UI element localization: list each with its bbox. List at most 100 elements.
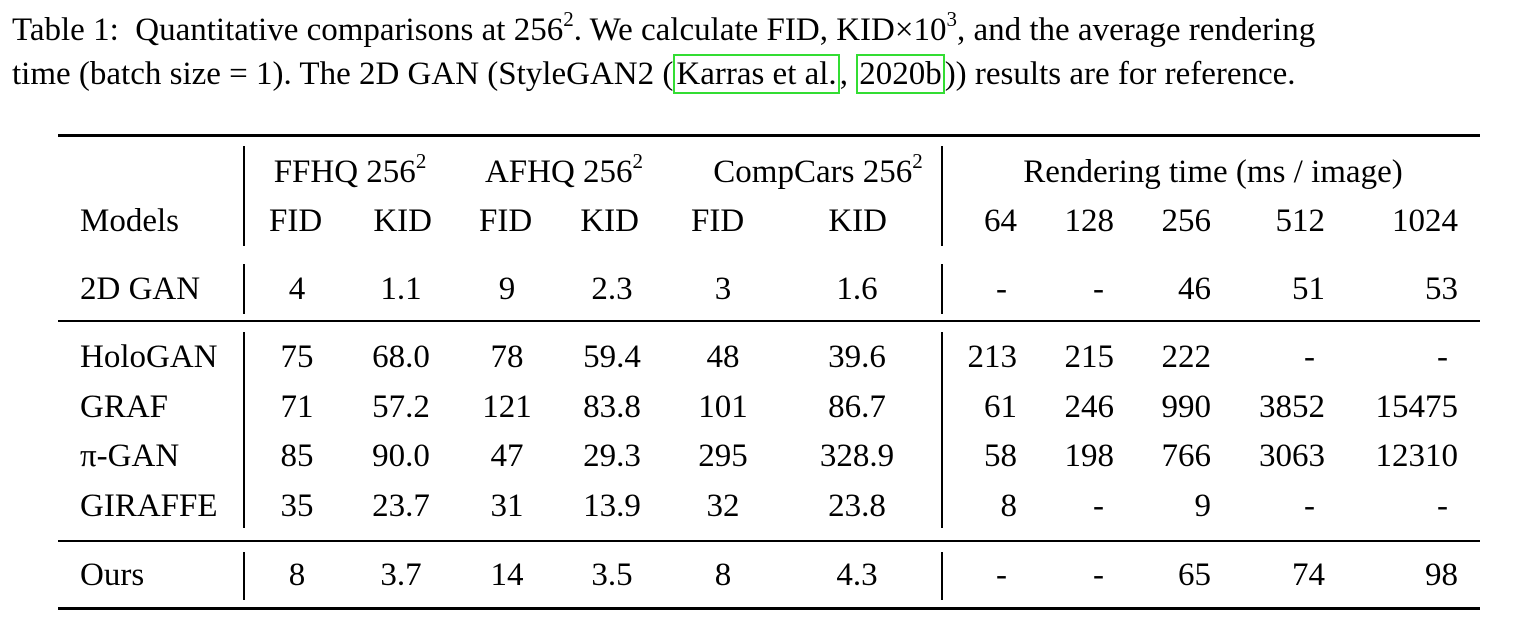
cell-afhq-kid: 3.5 [591,557,633,593]
cell-cc-kid: 4.3 [836,557,878,593]
column-separator [243,146,245,246]
cell-afhq-fid: 78 [490,339,524,375]
caption-label: Table 1: [12,12,119,48]
header-superscript: 2 [912,149,923,173]
results-table: FFHQ 2562 AFHQ 2562 CompCars 2562 Rendering… [58,134,1480,610]
cell-cc-fid: 295 [698,438,748,474]
cell-ffhq-kid: 57.2 [372,389,430,425]
cell-afhq-kid: 59.4 [583,339,641,375]
cell-cc-kid: 328.9 [819,438,895,474]
cell-afhq-kid: 2.3 [591,271,633,307]
cell-t256: 990 [1161,389,1212,425]
header-ffhq: FFHQ 2562 [273,149,427,191]
column-separator [243,552,245,600]
cell-t256: 9 [1194,488,1212,524]
header-superscript: 2 [415,149,427,173]
cell-t128: 215 [1064,339,1115,375]
cell-cc-fid: 101 [698,389,748,425]
row-model-name: 2D GAN [80,271,201,307]
caption-line-1: Table 1: Quantitative comparisons at 256… [12,8,1522,52]
cell-t512: - [1304,488,1315,524]
header-res-512: 512 [1275,203,1326,239]
cell-cc-kid: 39.6 [828,339,886,375]
caption-text-3: , and the average rendering [956,12,1316,48]
cell-t64: - [996,271,1007,307]
cell-t128: - [1093,271,1104,307]
column-separator [941,552,943,600]
header-res-256: 256 [1161,203,1212,239]
header-fid: FID [691,203,745,239]
header-models: Models [80,203,179,239]
cell-t64: - [996,557,1007,593]
cell-cc-fid: 48 [706,339,740,375]
cell-afhq-kid: 83.8 [583,389,641,425]
caption-superscript: 3 [946,7,957,31]
caption-text-5: )) results are for reference. [944,56,1296,92]
cell-t64: 8 [1000,488,1018,524]
cell-t256: 65 [1178,557,1211,593]
row-model-name: GRAF [80,389,169,425]
cell-ffhq-fid: 75 [280,339,314,375]
cell-t1024: 53 [1425,271,1458,307]
citation-link-authors[interactable]: Karras et al. [673,54,840,94]
bottom-rule [58,607,1480,610]
cell-t64: 61 [984,389,1017,425]
cell-t512: 3063 [1259,438,1325,474]
citation-link-year[interactable]: 2020b [856,54,945,94]
column-separator [941,264,943,314]
caption-text-4: time (batch size = 1). The 2D GAN (Style… [12,56,674,92]
cell-ffhq-kid: 90.0 [372,438,430,474]
caption-superscript: 2 [563,7,574,31]
row-model-name: GIRAFFE [80,488,218,524]
cell-afhq-fid: 31 [490,488,524,524]
column-separator [243,264,245,314]
cell-t1024: - [1437,488,1448,524]
cell-ffhq-fid: 85 [280,438,314,474]
cell-afhq-fid: 9 [498,271,516,307]
cell-t512: 74 [1292,557,1325,593]
header-superscript: 2 [632,149,644,173]
cell-t64: 213 [967,339,1018,375]
table-caption: Table 1: Quantitative comparisons at 256… [12,8,1522,96]
top-rule [58,134,1480,137]
column-separator [941,332,943,528]
header-rendering-time: Rendering time (ms / image) [1023,154,1403,190]
cell-cc-kid: 86.7 [828,389,886,425]
header-fid: FID [269,203,323,239]
row-model-name: HoloGAN [80,339,218,375]
cell-ffhq-kid: 68.0 [372,339,430,375]
cell-ffhq-fid: 35 [280,488,314,524]
header-res-64: 64 [984,203,1017,239]
cell-afhq-fid: 47 [490,438,524,474]
cell-t512: - [1304,339,1315,375]
cell-t128: 198 [1064,438,1115,474]
caption-text-1: Quantitative comparisons at 256 [135,12,564,48]
cell-cc-kid: 23.8 [828,488,886,524]
cell-t512: 51 [1292,271,1325,307]
header-afhq: AFHQ 2562 [484,149,644,191]
mid-rule [58,540,1480,542]
cell-ffhq-kid: 23.7 [372,488,430,524]
column-separator [941,146,943,246]
cell-t1024: - [1437,339,1448,375]
header-compcars: CompCars 2562 [713,149,923,191]
row-model-name: Ours [80,557,145,593]
header-fid: FID [479,203,533,239]
column-separator [243,332,245,528]
cell-t256: 46 [1178,271,1211,307]
caption-text-2: . We calculate FID, KID×10 [573,12,947,48]
cell-ffhq-kid: 3.7 [380,557,422,593]
header-rule [58,320,1480,322]
cell-t512: 3852 [1259,389,1325,425]
cell-cc-kid: 1.6 [836,271,878,307]
cell-ffhq-fid: 8 [288,557,306,593]
cell-afhq-kid: 13.9 [583,488,641,524]
citation-separator: , [839,56,857,92]
header-kid: KID [580,203,639,239]
cell-t1024: 15475 [1375,389,1459,425]
header-kid: KID [828,203,887,239]
cell-ffhq-fid: 4 [288,271,306,307]
cell-t1024: 12310 [1375,438,1459,474]
cell-t1024: 98 [1425,557,1458,593]
cell-afhq-kid: 29.3 [583,438,641,474]
